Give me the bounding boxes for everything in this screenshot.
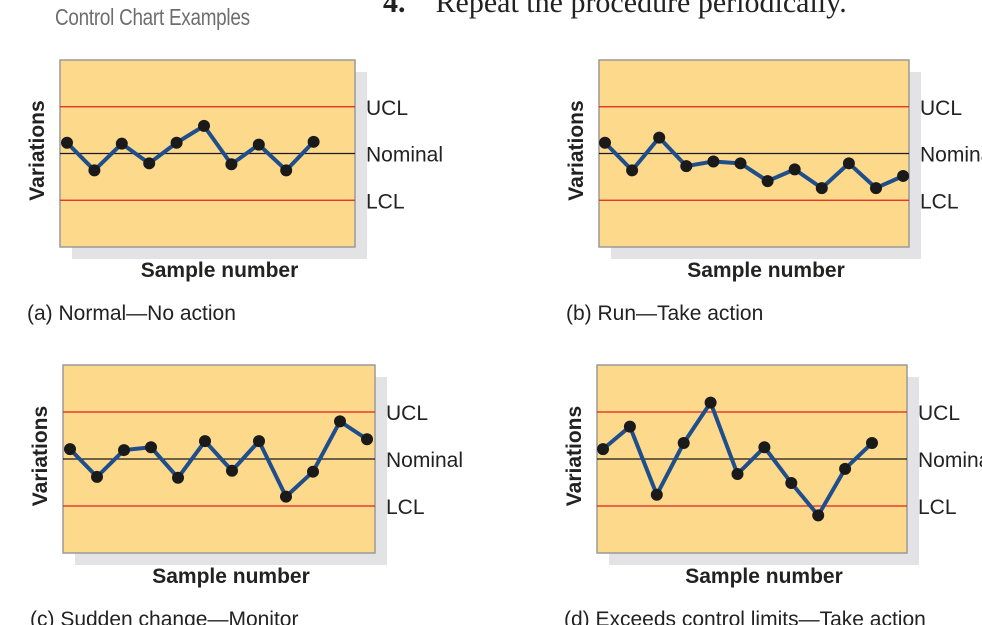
x-axis-label: Sample number [152,565,310,588]
x-axis-label: Sample number [685,565,843,588]
data-point [761,175,774,188]
series-line [603,135,904,191]
data-point [704,396,717,409]
reference-label-ucl: UCL [386,402,428,425]
reference-label-lcl: LCL [386,496,425,519]
data-point [280,164,293,177]
y-axis-label: Variations [29,406,52,506]
reference-label-ucl: UCL [918,402,960,425]
data-point [707,155,720,168]
data-point [815,182,828,195]
figure-heading: Control Chart Examples [55,4,250,30]
control-chart-c: UCL Nominal LCL Variations Sample number (c) … [29,364,463,625]
data-point [650,488,663,501]
reference-label-ucl: UCL [366,97,408,120]
data-point [199,435,211,448]
data-point [731,468,744,481]
reference-label-nominal: Nominal [920,144,982,167]
chart-caption: (d) Exceeds control limits—Take action [564,608,926,625]
data-point [597,443,609,456]
y-axis-label: Variations [565,100,588,200]
data-point [866,437,878,450]
reference-label-lcl: LCL [366,190,405,213]
control-chart-d: UCL Nominal LCL Variations Sample number (d) … [563,364,982,625]
step-text: Repeat the procedure periodically. [435,0,847,19]
data-point [623,420,636,433]
data-point [839,462,852,475]
data-point [226,464,238,477]
series-line [65,123,316,173]
reference-label-lcl: LCL [918,496,957,519]
data-point [870,182,882,195]
data-point [145,441,157,454]
data-point [812,509,825,522]
data-point [64,443,76,456]
data-point [334,415,346,428]
control-chart-b: UCL Nominal LCL Variations Sample number (b) … [565,59,982,325]
data-point [626,164,639,177]
data-point [897,169,910,182]
data-point [198,119,210,132]
data-point [118,444,130,457]
procedure-step: 4. Repeat the procedure periodically. [383,0,847,20]
data-point [115,137,128,150]
data-point [680,160,693,173]
data-point [88,164,101,177]
data-point [225,158,238,171]
data-point [361,433,373,446]
chart-caption: (a) Normal—No action [27,302,236,325]
reference-label-nominal: Nominal [918,449,982,472]
data-point [307,465,319,478]
data-point [758,441,771,454]
chart-caption: (c) Sudden change—Monitor [30,608,298,625]
data-point [253,435,265,448]
y-axis-label: Variations [26,100,49,200]
data-point [788,163,801,176]
data-point [172,471,184,484]
reference-label-nominal: Nominal [366,144,443,167]
step-number: 4. [383,0,406,19]
y-axis-label: Variations [563,406,586,506]
x-axis-label: Sample number [687,259,845,282]
data-point [170,136,183,149]
control-chart-a: UCL Nominal LCL Variations Sample number (a) … [26,59,443,325]
reference-label-lcl: LCL [920,190,959,213]
data-point [143,157,156,170]
data-point [252,138,265,151]
data-point [785,476,798,489]
reference-label-nominal: Nominal [386,449,463,472]
data-point [91,470,103,483]
data-point [842,157,855,170]
data-point [599,136,611,149]
reference-label-ucl: UCL [920,97,962,120]
chart-caption: (b) Run—Take action [566,302,763,325]
data-point [307,135,320,148]
data-point [653,131,666,144]
data-point [280,490,292,503]
data-point [677,437,690,450]
x-axis-label: Sample number [141,259,299,282]
series-line [68,419,369,499]
data-point [734,157,747,170]
data-point [61,136,73,149]
